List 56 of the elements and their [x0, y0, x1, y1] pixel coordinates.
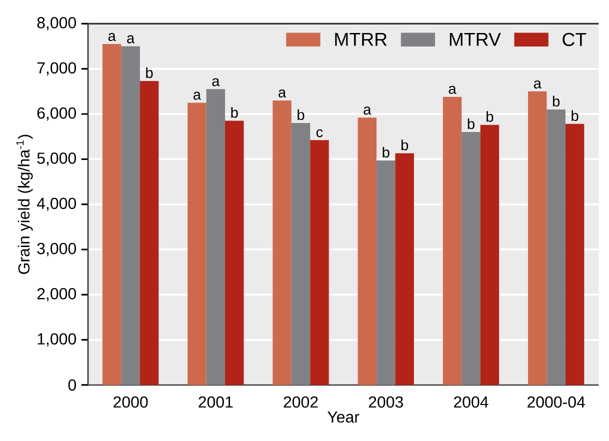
y-tick-label: 3,000: [37, 242, 76, 256]
bar: [291, 123, 310, 385]
bar: [225, 120, 244, 385]
bar: [565, 124, 584, 385]
legend-label: MTRV: [450, 32, 501, 46]
bar: [188, 102, 206, 385]
data-label: a: [534, 80, 542, 88]
data-label: b: [298, 109, 304, 120]
data-label: a: [212, 78, 220, 86]
data-label: b: [468, 118, 474, 130]
bar: [462, 132, 480, 385]
x-tick-label: 2002: [284, 396, 318, 408]
bar: [546, 109, 566, 385]
legend-label: CT: [562, 32, 586, 46]
y-tick-label: 6,000: [37, 107, 76, 121]
bar: [121, 46, 140, 385]
legend-label: MTRR: [335, 32, 387, 46]
bar: [376, 160, 396, 385]
y-tick-label: 4,000: [36, 198, 76, 211]
x-tick-label: 2003: [368, 396, 403, 408]
bar: [310, 140, 329, 385]
y-tick-label: 0: [68, 379, 76, 391]
data-label: b: [146, 67, 153, 78]
y-tick-label: 5,000: [37, 152, 76, 166]
data-label: a: [108, 33, 116, 42]
data-label: b: [382, 146, 390, 158]
y-axis-title: Grain yield (kg/ha$^{-1}$): [16, 134, 33, 274]
data-label: c: [316, 129, 323, 138]
y-tick-label: 8,000: [37, 17, 76, 30]
bar: [102, 44, 122, 385]
bar: [395, 153, 414, 385]
data-label: b: [231, 107, 238, 118]
x-tick-label: 2000-04: [528, 396, 585, 408]
y-tick-label: 7,000: [37, 62, 76, 76]
data-label: a: [127, 35, 135, 44]
data-label: a: [448, 86, 456, 94]
data-label: b: [572, 110, 578, 121]
data-label: b: [552, 96, 560, 107]
bar: [358, 118, 377, 385]
bar: [528, 91, 547, 385]
bar: [272, 100, 292, 385]
bar: [140, 81, 159, 385]
data-label: b: [486, 111, 494, 122]
bar: [442, 96, 462, 385]
x-axis-title: Year: [328, 412, 360, 423]
data-label: a: [364, 106, 372, 115]
y-tick-label: 2,000: [37, 288, 76, 302]
x-tick-label: 2000: [114, 396, 148, 408]
x-tick-label: 2001: [198, 396, 233, 408]
bar: [480, 124, 500, 385]
data-label: b: [401, 140, 408, 150]
data-label: a: [278, 89, 286, 98]
x-tick-label: 2004: [454, 396, 488, 408]
bar: [206, 89, 226, 385]
data-label: a: [193, 92, 202, 100]
y-tick-label: 1,000: [38, 333, 76, 346]
